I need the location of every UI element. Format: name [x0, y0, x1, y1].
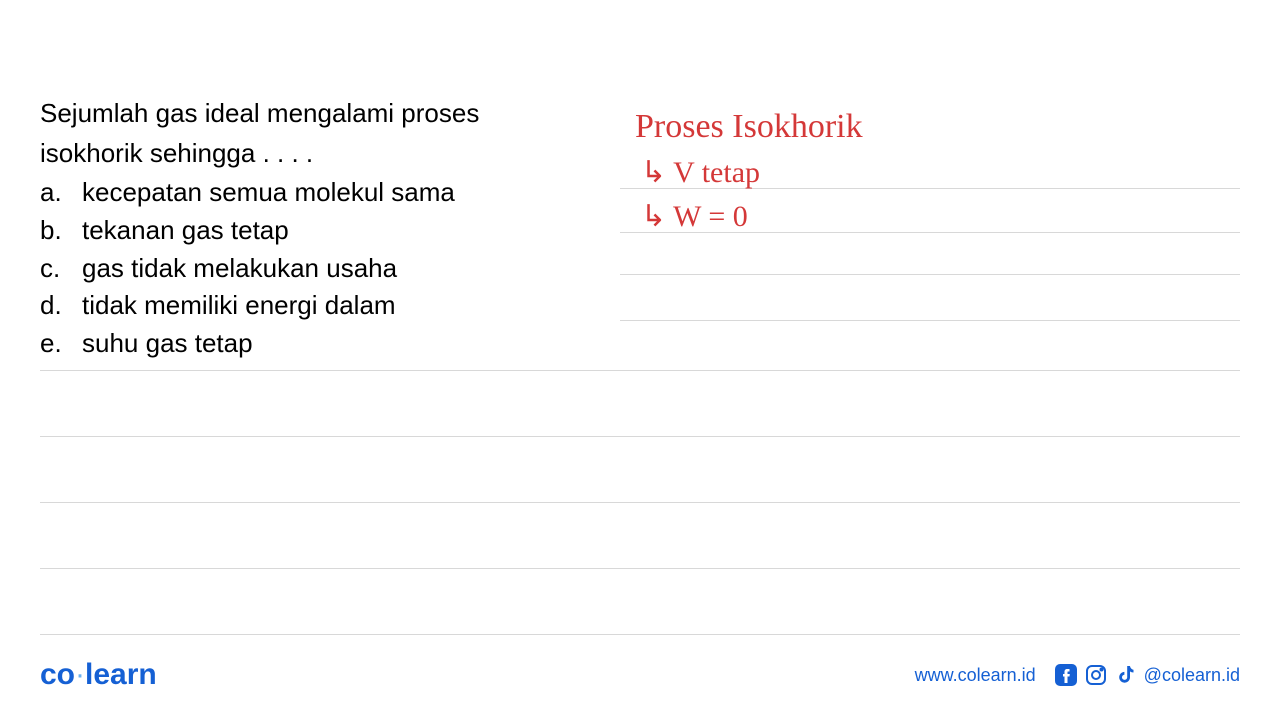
brand-logo: co·learn — [40, 658, 157, 692]
rule-line — [620, 274, 1240, 275]
options-list: a. kecepatan semua molekul sama b. tekan… — [40, 174, 580, 362]
option-text: gas tidak melakukan usaha — [82, 250, 397, 288]
logo-part1: co — [40, 658, 75, 691]
rule-line — [40, 436, 1240, 437]
option-c: c. gas tidak melakukan usaha — [40, 250, 580, 288]
handwriting-area: Proses Isokhorik ↳ V tetap ↳ W = 0 — [635, 110, 1245, 246]
rule-line — [40, 370, 1240, 371]
social-handle: @colearn.id — [1144, 665, 1240, 686]
option-text: kecepatan semua molekul sama — [82, 174, 455, 212]
question-block: Sejumlah gas ideal mengalami proses isok… — [40, 95, 580, 363]
option-label: b. — [40, 212, 64, 250]
option-text: tidak memiliki energi dalam — [82, 287, 396, 325]
rule-line — [40, 634, 1240, 635]
option-label: a. — [40, 174, 64, 212]
option-text: suhu gas tetap — [82, 325, 253, 363]
instagram-icon — [1084, 663, 1108, 687]
handwriting-line1: ↳ V tetap — [635, 158, 1245, 188]
question-stem-line1: Sejumlah gas ideal mengalami proses — [40, 95, 580, 133]
option-b: b. tekanan gas tetap — [40, 212, 580, 250]
option-label: d. — [40, 287, 64, 325]
option-d: d. tidak memiliki energi dalam — [40, 287, 580, 325]
logo-separator: · — [75, 658, 85, 691]
logo-part2: learn — [85, 658, 157, 691]
tiktok-icon — [1114, 663, 1138, 687]
rule-line — [40, 568, 1240, 569]
option-e: e. suhu gas tetap — [40, 325, 580, 363]
footer: co·learn www.colearn.id @colearn.id — [40, 658, 1240, 692]
handwriting-title: Proses Isokhorik — [635, 110, 1245, 144]
website-url: www.colearn.id — [915, 665, 1036, 686]
question-stem-line2: isokhorik sehingga . . . . — [40, 135, 580, 173]
rule-line — [620, 320, 1240, 321]
rule-line — [40, 502, 1240, 503]
option-a: a. kecepatan semua molekul sama — [40, 174, 580, 212]
option-label: e. — [40, 325, 64, 363]
option-text: tekanan gas tetap — [82, 212, 289, 250]
option-label: c. — [40, 250, 64, 288]
page-content: Sejumlah gas ideal mengalami proses isok… — [0, 0, 1280, 720]
handwriting-line2: ↳ W = 0 — [635, 202, 1245, 232]
facebook-icon — [1054, 663, 1078, 687]
footer-right: www.colearn.id @colearn.id — [915, 663, 1240, 687]
social-icons: @colearn.id — [1054, 663, 1240, 687]
